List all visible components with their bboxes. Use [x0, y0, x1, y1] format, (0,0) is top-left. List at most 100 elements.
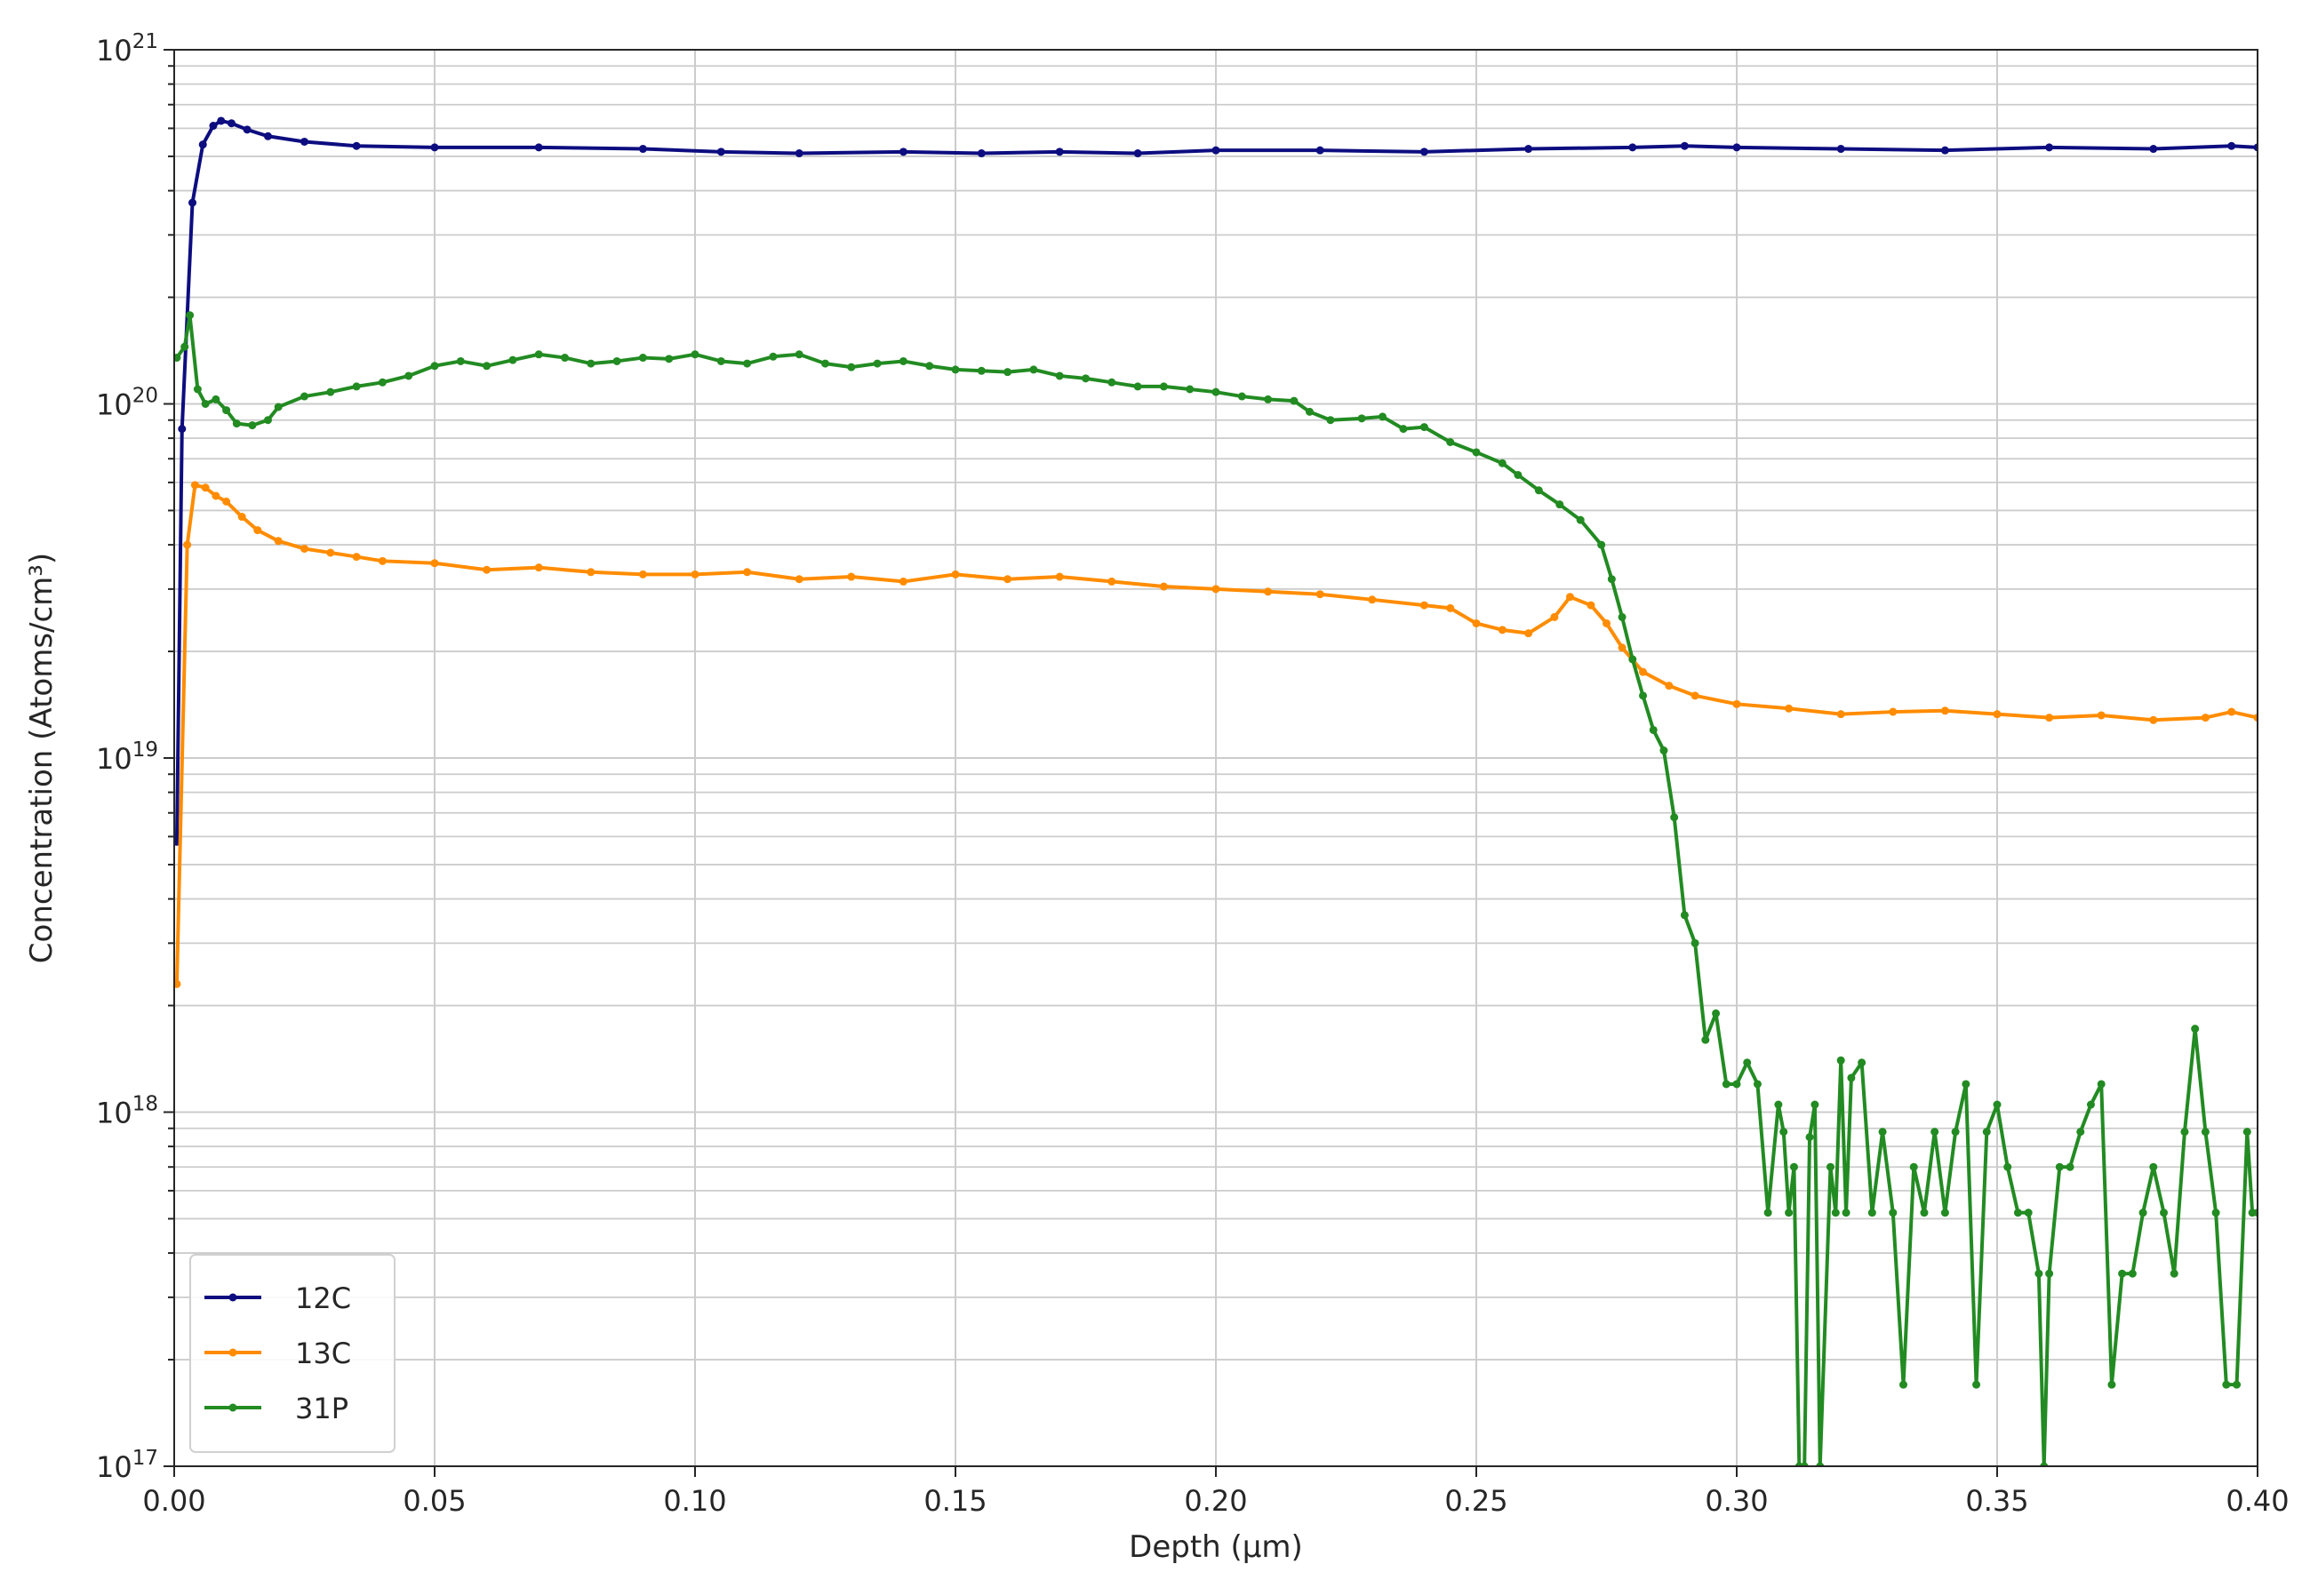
data-point: [2242, 1128, 2251, 1137]
data-point: [2076, 1128, 2085, 1137]
data-point: [977, 149, 986, 158]
data-point: [1680, 141, 1689, 150]
data-point: [2170, 1269, 2178, 1278]
data-point: [1680, 911, 1689, 920]
data-point: [1972, 1380, 1981, 1389]
data-point: [2128, 1269, 2137, 1278]
data-point: [2191, 1025, 2200, 1033]
data-point: [326, 387, 335, 396]
data-point: [716, 356, 725, 365]
data-point: [1576, 515, 1585, 524]
data-point: [1107, 378, 1116, 387]
data-point: [180, 342, 189, 351]
data-point: [1670, 813, 1679, 822]
data-point: [1732, 699, 1741, 708]
data-point: [743, 568, 752, 577]
data-point: [561, 354, 569, 363]
data-point: [1920, 1209, 1929, 1217]
data-point: [2149, 715, 2158, 724]
data-point: [1357, 414, 1366, 423]
data-point: [1785, 1209, 1794, 1217]
data-point: [1826, 1162, 1834, 1171]
data-point: [1524, 629, 1533, 638]
data-point: [2118, 1269, 2127, 1278]
data-point: [1810, 1100, 1819, 1109]
y-tick-label: 1018: [96, 1093, 158, 1130]
data-point: [1909, 1162, 1918, 1171]
data-point: [2201, 714, 2210, 722]
data-point: [1379, 412, 1387, 421]
data-point: [1211, 585, 1220, 594]
data-point: [1618, 643, 1627, 652]
data-point: [483, 565, 492, 574]
data-point: [951, 365, 960, 374]
data-point: [1534, 486, 1543, 495]
data-point: [1159, 382, 1168, 391]
data-point: [1805, 1133, 1814, 1142]
data-point: [1133, 149, 1142, 158]
x-tick-label: 0.35: [1965, 1484, 2028, 1518]
data-point: [212, 491, 220, 500]
data-point: [1789, 1162, 1798, 1171]
data-point: [1940, 146, 1949, 155]
data-point: [1659, 746, 1668, 755]
data-point: [1639, 691, 1648, 700]
data-point: [1940, 706, 1949, 715]
x-tick-label: 0.25: [1444, 1484, 1507, 1518]
data-point: [769, 352, 778, 361]
data-point: [1419, 423, 1428, 432]
data-point: [248, 421, 257, 430]
data-point: [1446, 603, 1455, 612]
data-point: [2086, 1100, 2095, 1109]
data-point: [1368, 595, 1377, 604]
data-point: [1419, 148, 1428, 156]
data-point: [1472, 448, 1481, 457]
data-point: [1940, 1209, 1949, 1217]
series-12C: [174, 116, 2258, 846]
data-point: [243, 125, 252, 134]
series-line: [174, 118, 2258, 842]
data-point: [1639, 667, 1648, 676]
data-point: [1514, 470, 1523, 479]
data-point: [274, 537, 283, 546]
data-point: [2253, 143, 2258, 152]
data-point: [1555, 500, 1564, 509]
data-point: [1889, 1209, 1898, 1217]
data-point: [612, 356, 621, 365]
data-point: [2034, 1269, 2043, 1278]
data-point: [1836, 710, 1845, 719]
data-point: [2149, 1162, 2158, 1171]
data-point: [1399, 425, 1408, 434]
data-point: [1899, 1380, 1908, 1389]
data-point: [430, 143, 439, 152]
data-point: [1982, 1128, 1991, 1137]
data-point: [2107, 1380, 2116, 1389]
data-point: [1159, 582, 1168, 591]
data-point: [1237, 392, 1246, 401]
data-point: [1290, 396, 1299, 405]
data-point: [1003, 368, 1012, 377]
data-point: [587, 568, 595, 577]
data-point: [222, 406, 231, 415]
data-point: [899, 577, 907, 586]
x-axis-label: Depth (μm): [1129, 1529, 1303, 1565]
legend-label: 31P: [295, 1392, 348, 1425]
data-point: [352, 382, 361, 391]
data-point: [2253, 714, 2258, 722]
data-point: [183, 540, 192, 549]
data-point: [186, 311, 195, 320]
x-tick-label: 0.10: [663, 1484, 726, 1518]
data-point: [638, 570, 647, 579]
data-point: [1264, 395, 1273, 403]
legend-box: [189, 1254, 396, 1453]
data-point: [1691, 691, 1699, 700]
data-point: [1597, 540, 1606, 549]
data-point: [2253, 1209, 2258, 1217]
data-point: [1107, 577, 1116, 586]
data-point: [1524, 145, 1533, 154]
data-point: [1753, 1080, 1762, 1089]
data-point: [899, 356, 907, 365]
data-point: [2097, 1080, 2106, 1089]
data-point: [1587, 601, 1595, 610]
data-point: [1691, 938, 1699, 947]
